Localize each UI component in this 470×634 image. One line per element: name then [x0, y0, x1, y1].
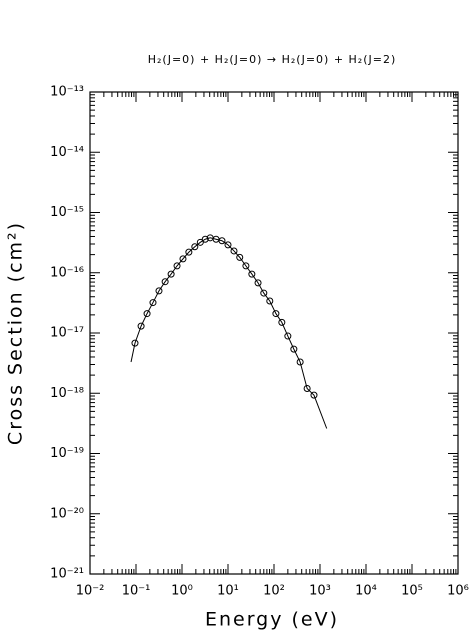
plot-frame: [89, 91, 459, 575]
y-tick-label: 10⁻¹⁵: [50, 205, 84, 220]
x-tick-label: 10⁰: [171, 584, 193, 599]
x-tick-label: 10⁴: [355, 584, 377, 599]
data-point: [161, 278, 169, 286]
x-tick-label: 10⁶: [447, 584, 469, 599]
data-point: [254, 279, 262, 287]
data-point: [155, 287, 163, 295]
y-axis-label: Cross Section (cm²): [5, 221, 27, 445]
y-tick-label: 10⁻¹³: [50, 85, 84, 100]
data-point: [266, 297, 274, 305]
y-tick-label: 10⁻¹⁶: [50, 265, 84, 280]
x-tick-label: 10¹: [217, 584, 239, 599]
data-point: [185, 248, 193, 256]
data-point: [131, 339, 139, 347]
data-point: [284, 332, 292, 340]
data-point: [248, 270, 256, 278]
data-line: [130, 237, 328, 429]
x-axis-label: Energy (eV): [205, 609, 339, 631]
data-point: [137, 322, 145, 330]
chart-title: H₂(J=0) + H₂(J=0) → H₂(J=0) + H₂(J=2): [148, 53, 397, 66]
data-point: [242, 262, 250, 270]
data-point: [167, 270, 175, 278]
data-point: [278, 318, 286, 326]
x-tick-label: 10²: [263, 584, 285, 599]
data-point: [230, 247, 238, 255]
x-tick-label: 10⁵: [401, 584, 423, 599]
data-point: [303, 384, 311, 392]
y-tick-label: 10⁻²¹: [50, 567, 84, 582]
data-point: [143, 310, 151, 318]
x-tick-label: 10³: [309, 584, 331, 599]
x-tick-label: 10⁻²: [76, 584, 105, 599]
y-tick-label: 10⁻¹⁹: [50, 446, 84, 461]
data-point: [179, 255, 187, 263]
data-point: [296, 358, 304, 366]
x-tick-label: 10⁻¹: [122, 584, 151, 599]
data-point: [290, 345, 298, 353]
data-point: [191, 243, 199, 251]
data-point: [201, 235, 209, 243]
data-point: [224, 241, 232, 249]
data-point: [310, 391, 318, 399]
data-point: [260, 289, 268, 297]
y-tick-label: 10⁻¹⁷: [50, 326, 84, 341]
data-point: [272, 310, 280, 318]
data-point: [196, 238, 204, 246]
data-point: [218, 237, 226, 245]
y-tick-label: 10⁻²⁰: [50, 506, 84, 521]
data-point: [236, 253, 244, 261]
data-point: [173, 262, 181, 270]
y-tick-label: 10⁻¹⁸: [50, 386, 84, 401]
data-point: [149, 299, 157, 307]
y-tick-label: 10⁻¹⁴: [50, 145, 84, 160]
